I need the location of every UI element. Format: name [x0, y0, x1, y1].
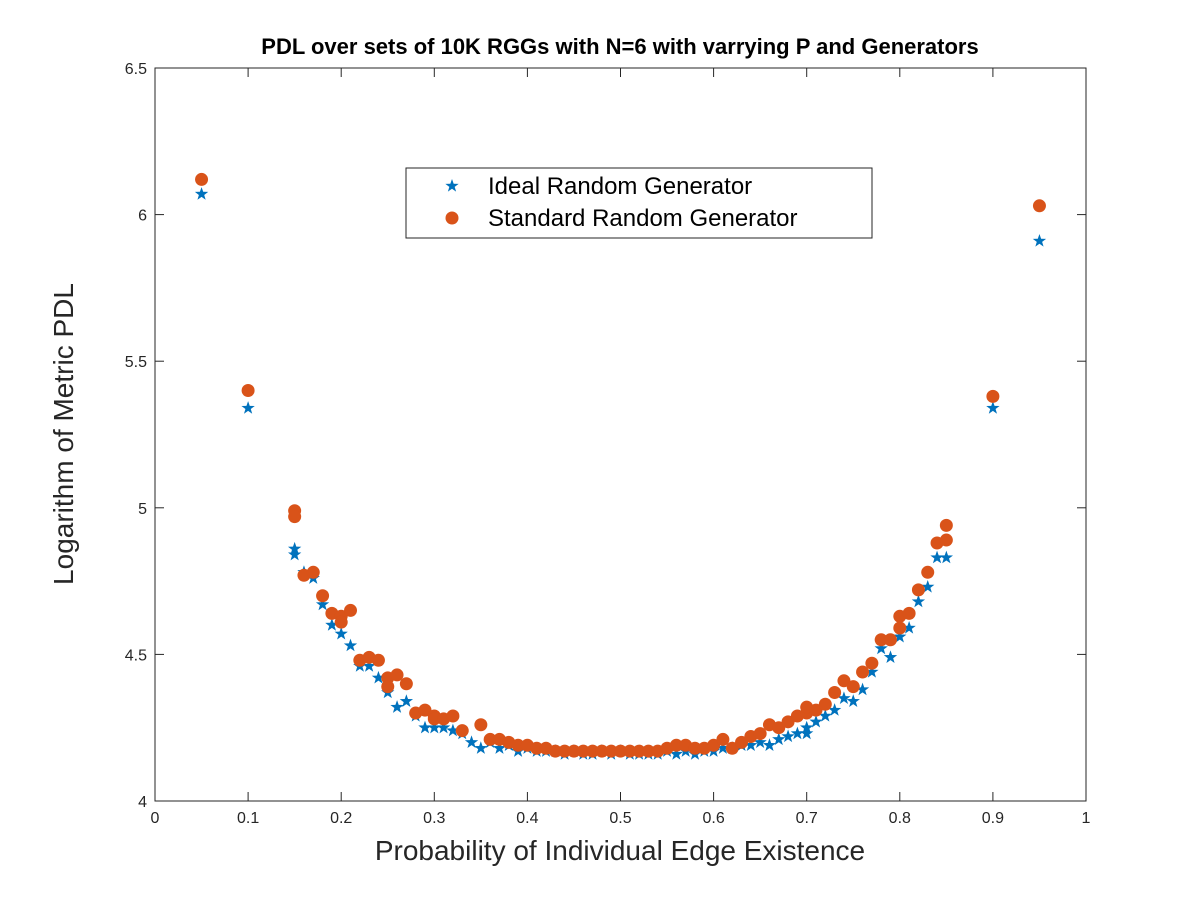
- x-axis-label: Probability of Individual Edge Existence: [375, 835, 865, 866]
- x-tick-label: 0.6: [702, 810, 724, 827]
- circle-point: [632, 744, 646, 758]
- circle-point: [371, 653, 385, 667]
- circle-point: [399, 677, 413, 691]
- circle-point: [735, 735, 749, 749]
- y-tick-label: 4: [138, 794, 147, 811]
- circle-point: [921, 565, 935, 579]
- circle-point: [195, 172, 209, 186]
- circle-point: [595, 744, 609, 758]
- circle-point: [856, 665, 870, 679]
- circle-point: [986, 389, 1000, 403]
- circle-point: [586, 744, 600, 758]
- circle-point: [716, 732, 730, 746]
- circle-point: [641, 744, 655, 758]
- circle-point: [809, 703, 823, 717]
- circle-point: [893, 621, 907, 635]
- y-axis-label: Logarithm of Metric PDL: [48, 283, 79, 585]
- circle-point: [1032, 199, 1046, 213]
- circle-point: [381, 680, 395, 694]
- circle-point: [334, 615, 348, 629]
- circle-point: [288, 510, 302, 524]
- x-tick-label: 0.5: [609, 810, 631, 827]
- x-tick-label: 0: [151, 810, 160, 827]
- circle-point: [874, 633, 888, 647]
- y-tick-label: 5: [138, 501, 147, 518]
- circle-point: [669, 738, 683, 752]
- data-points: [194, 172, 1047, 760]
- circle-point: [604, 744, 618, 758]
- x-tick-label: 0.3: [423, 810, 445, 827]
- circle-point: [474, 718, 488, 732]
- legend-marker-circle: [445, 211, 459, 225]
- circle-point: [483, 732, 497, 746]
- legend-label-standard: Standard Random Generator: [488, 205, 798, 232]
- y-tick-label: 6: [138, 208, 147, 225]
- circle-point: [688, 741, 702, 755]
- circle-point: [558, 744, 572, 758]
- circle-point: [939, 518, 953, 532]
- circle-point: [241, 384, 255, 398]
- circle-point: [846, 680, 860, 694]
- circle-point: [418, 703, 432, 717]
- x-tick-label: 0.8: [889, 810, 911, 827]
- circle-point: [427, 712, 441, 726]
- circle-point: [567, 744, 581, 758]
- circle-point: [902, 606, 916, 620]
- circle-point: [576, 744, 590, 758]
- circle-point: [316, 589, 330, 603]
- axis-ticks: 0 0.1 0.2 0.3 0.4 0.5 0.6 0.7 0.8 0.9 1 4 4.5 5 5.5 6 6.…: [125, 61, 1091, 827]
- x-tick-label: 0.2: [330, 810, 352, 827]
- circle-point: [828, 686, 842, 700]
- circle-point: [707, 738, 721, 752]
- legend-circle-mark: [445, 211, 459, 225]
- y-tick-label: 5.5: [125, 354, 147, 371]
- y-tick-label: 6.5: [125, 61, 147, 78]
- circle-point: [883, 633, 897, 647]
- circle-point: [511, 738, 525, 752]
- series-standard: [195, 172, 1046, 758]
- y-tick-label: 4.5: [125, 647, 147, 664]
- circle-point: [837, 674, 851, 688]
- legend-box: [405, 167, 873, 239]
- x-tick-label: 0.1: [237, 810, 259, 827]
- legend: Ideal Random Generator Standard Random G…: [405, 167, 873, 239]
- circle-point: [344, 603, 358, 617]
- circle-point: [446, 709, 460, 723]
- circle-point: [781, 715, 795, 729]
- circle-point: [911, 583, 925, 597]
- legend-label-ideal: Ideal Random Generator: [488, 173, 752, 200]
- circle-point: [390, 668, 404, 682]
- circle-point: [548, 744, 562, 758]
- circle-point: [306, 565, 320, 579]
- circle-point: [753, 727, 767, 741]
- circle-point: [614, 744, 627, 758]
- circle-point: [623, 744, 637, 758]
- circle-point: [725, 741, 739, 755]
- circle-point: [530, 741, 544, 755]
- x-tick-label: 0.7: [796, 810, 818, 827]
- circle-point: [772, 721, 786, 735]
- chart-title: PDL over sets of 10K RGGs with N=6 with …: [261, 34, 978, 59]
- x-tick-label: 0.4: [516, 810, 538, 827]
- circle-point: [865, 656, 879, 670]
- circle-point: [455, 724, 469, 738]
- circle-point: [818, 697, 832, 711]
- x-tick-label: 1: [1082, 810, 1091, 827]
- x-tick-label: 0.9: [982, 810, 1004, 827]
- circle-point: [939, 533, 953, 547]
